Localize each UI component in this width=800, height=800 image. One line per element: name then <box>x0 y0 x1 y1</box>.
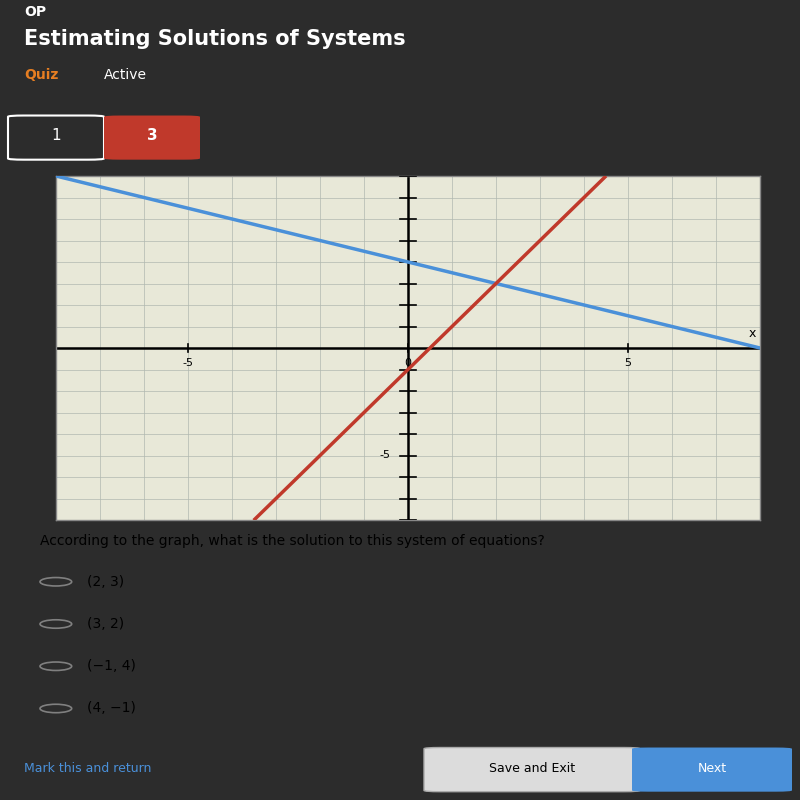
Text: -5: -5 <box>379 450 390 461</box>
Text: (2, 3): (2, 3) <box>87 574 124 589</box>
Text: According to the graph, what is the solution to this system of equations?: According to the graph, what is the solu… <box>40 534 545 548</box>
Text: x: x <box>748 327 755 341</box>
Text: Save and Exit: Save and Exit <box>489 762 575 774</box>
FancyBboxPatch shape <box>632 747 792 792</box>
Text: OP: OP <box>24 6 46 19</box>
FancyBboxPatch shape <box>424 747 640 792</box>
Text: Estimating Solutions of Systems: Estimating Solutions of Systems <box>24 29 406 49</box>
Text: -5: -5 <box>182 358 194 368</box>
Text: Active: Active <box>104 68 147 82</box>
Text: (4, −1): (4, −1) <box>87 702 136 715</box>
Text: Quiz: Quiz <box>24 68 58 82</box>
Text: 1: 1 <box>51 129 61 143</box>
Text: Next: Next <box>698 762 726 774</box>
Text: 5: 5 <box>625 358 631 368</box>
Text: 0: 0 <box>405 358 411 368</box>
Text: (3, 2): (3, 2) <box>87 617 124 631</box>
Text: 3: 3 <box>146 129 158 143</box>
FancyBboxPatch shape <box>104 115 200 160</box>
Text: Mark this and return: Mark this and return <box>24 762 151 774</box>
Text: (−1, 4): (−1, 4) <box>87 659 136 674</box>
